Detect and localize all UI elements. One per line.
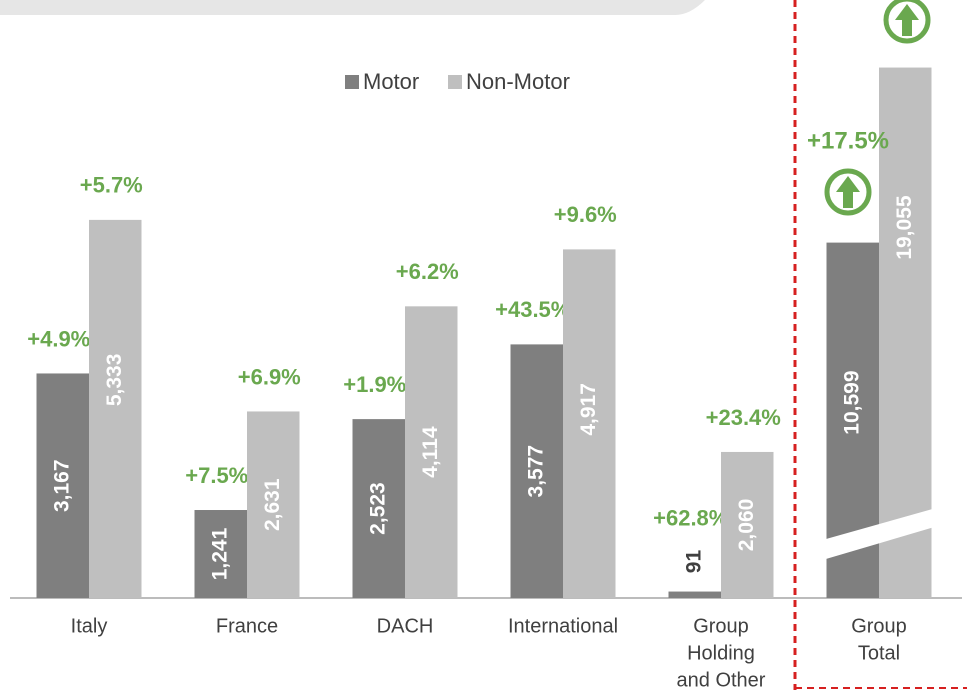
growth-label: +4.9% bbox=[27, 326, 90, 351]
x-tick-label: Group bbox=[851, 615, 907, 637]
x-tick-label: Italy bbox=[71, 615, 108, 637]
growth-label: +23.4% bbox=[706, 405, 781, 430]
growth-label: +6.2% bbox=[396, 259, 459, 284]
growth-label: +43.5% bbox=[495, 297, 570, 322]
legend-label: Non-Motor bbox=[466, 69, 570, 94]
bar bbox=[405, 306, 458, 598]
value-label: 5,333 bbox=[103, 354, 126, 407]
value-label: 10,599 bbox=[840, 370, 863, 434]
growth-label: +5.7% bbox=[80, 173, 143, 198]
value-label: 2,631 bbox=[261, 478, 284, 531]
bar bbox=[194, 510, 247, 598]
growth-icons bbox=[824, 0, 931, 216]
bar bbox=[89, 219, 142, 598]
value-label: 4,114 bbox=[419, 426, 442, 478]
x-tick-label: DACH bbox=[377, 615, 434, 637]
axis-break bbox=[822, 499, 967, 560]
icon-ring bbox=[824, 168, 872, 216]
value-label: 2,060 bbox=[735, 499, 758, 552]
growth-label: +1.9% bbox=[343, 372, 406, 397]
up-arrow bbox=[895, 4, 919, 36]
x-tick-label: Group bbox=[693, 615, 749, 637]
value-label: 91 bbox=[682, 550, 705, 574]
bar bbox=[36, 373, 89, 598]
bar bbox=[563, 249, 616, 598]
banner bbox=[0, 0, 705, 15]
bar bbox=[668, 591, 721, 598]
bar bbox=[510, 344, 563, 598]
x-tick-label: France bbox=[216, 615, 278, 637]
legend-swatch bbox=[448, 75, 462, 89]
legend-swatch bbox=[345, 75, 359, 89]
total-growth-label: +17.5% bbox=[807, 127, 889, 154]
x-tick-label: and Other bbox=[677, 669, 766, 690]
bar bbox=[879, 67, 932, 598]
value-label: 4,917 bbox=[577, 383, 600, 436]
growth-label: +7.5% bbox=[185, 463, 248, 488]
value-label: 3,577 bbox=[524, 445, 547, 498]
value-label: 2,523 bbox=[366, 482, 389, 535]
growth-label: +9.6% bbox=[554, 202, 617, 227]
x-tick-label: International bbox=[508, 615, 618, 637]
icon-ring bbox=[883, 0, 931, 44]
x-tick-label: Holding bbox=[687, 642, 755, 664]
growth-label: +62.8% bbox=[653, 505, 728, 530]
value-label: 3,167 bbox=[50, 459, 73, 512]
legend-label: Motor bbox=[363, 69, 419, 94]
x-tick-label: Total bbox=[858, 642, 900, 664]
value-label: 1,241 bbox=[208, 527, 231, 580]
growth-label: +6.9% bbox=[238, 364, 301, 389]
up-arrow bbox=[836, 176, 860, 208]
value-label: 19,055 bbox=[893, 195, 916, 260]
bar bbox=[352, 419, 405, 598]
bar bbox=[247, 411, 300, 598]
bar bbox=[721, 451, 774, 598]
